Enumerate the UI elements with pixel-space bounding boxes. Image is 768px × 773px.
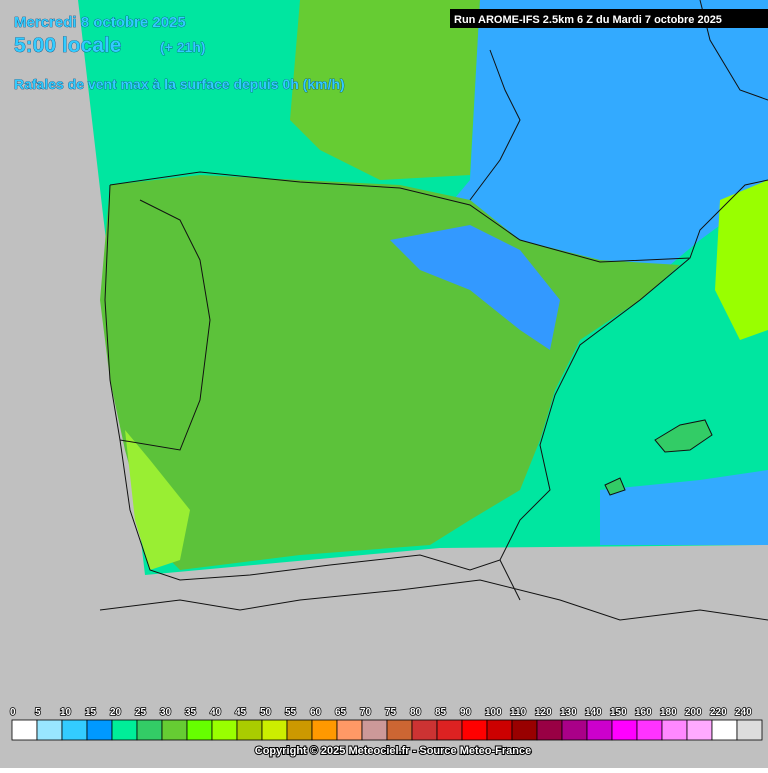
legend-label: 15 (85, 707, 97, 718)
legend: 0 5 10 15 20 25 30 35 40 45 50 55 60 65 70 75 80 85 90 100 1… (9, 706, 763, 741)
legend-label: 55 (285, 707, 297, 718)
legend-swatch (461, 719, 488, 741)
wind-area (600, 470, 768, 545)
legend-label: 200 (685, 707, 702, 718)
legend-label: 80 (410, 707, 422, 718)
run-info: Run AROME-IFS 2.5km 6 Z du Mardi 7 octob… (454, 14, 722, 26)
legend-swatch (686, 719, 713, 741)
legend-swatch (36, 719, 63, 741)
legend-swatch (386, 719, 413, 741)
time: 5:00 locale (14, 34, 121, 57)
legend-label: 180 (660, 707, 677, 718)
wind-area (390, 225, 560, 350)
legend-swatch (236, 719, 263, 741)
legend-swatch (711, 719, 738, 741)
legend-swatch (736, 719, 763, 741)
border-line (99, 0, 768, 621)
legend-label: 70 (360, 707, 372, 718)
copyright: Copyright © 2025 Meteociel.fr - Source M… (255, 745, 531, 757)
legend-swatch (311, 719, 338, 741)
legend-swatch (611, 719, 638, 741)
legend-swatch (661, 719, 688, 741)
subtitle: Rafales de vent max à la surface depuis … (14, 76, 345, 92)
legend-label: 60 (310, 707, 322, 718)
legend-label: 25 (135, 707, 147, 718)
legend-label: 110 (510, 707, 527, 718)
legend-label: 90 (460, 707, 472, 718)
legend-swatch (336, 719, 363, 741)
legend-label: 35 (185, 707, 197, 718)
legend-label: 120 (535, 707, 552, 718)
legend-swatch (61, 719, 88, 741)
coastline (104, 171, 768, 581)
legend-swatch (586, 719, 613, 741)
island (654, 419, 713, 453)
legend-swatch (286, 719, 313, 741)
legend-label: 220 (710, 707, 727, 718)
legend-label: 140 (585, 707, 602, 718)
legend-label: 5 (35, 707, 41, 718)
offset: (+ 21h) (160, 39, 206, 55)
legend-label: 20 (110, 707, 122, 718)
legend-swatch (161, 719, 188, 741)
legend-swatch (211, 719, 238, 741)
legend-swatch (186, 719, 213, 741)
legend-label: 240 (735, 707, 752, 718)
legend-label: 0 (10, 707, 16, 718)
legend-swatch (361, 719, 388, 741)
legend-swatch (136, 719, 163, 741)
legend-label: 75 (385, 707, 397, 718)
legend-swatch (436, 719, 463, 741)
legend-label: 100 (485, 707, 502, 718)
legend-label: 40 (210, 707, 222, 718)
legend-swatch (11, 719, 38, 741)
legend-label: 160 (635, 707, 652, 718)
legend-label: 10 (60, 707, 72, 718)
legend-label: 30 (160, 707, 172, 718)
legend-swatch (536, 719, 563, 741)
legend-label: 45 (235, 707, 247, 718)
legend-swatch (486, 719, 513, 741)
legend-label: 150 (610, 707, 627, 718)
legend-swatch (511, 719, 538, 741)
legend-swatch (261, 719, 288, 741)
island (604, 477, 626, 496)
legend-swatch (86, 719, 113, 741)
run-box (450, 9, 768, 28)
legend-label: 130 (560, 707, 577, 718)
date: Mercredi 8 octobre 2025 (14, 14, 186, 31)
wind-area (290, 0, 480, 180)
legend-label: 85 (435, 707, 447, 718)
legend-swatch (561, 719, 588, 741)
legend-label: 65 (335, 707, 347, 718)
wind-area (715, 180, 768, 340)
wind-area (125, 430, 190, 570)
legend-swatch (111, 719, 138, 741)
legend-label: 50 (260, 707, 272, 718)
legend-swatch (636, 719, 663, 741)
legend-swatch (411, 719, 438, 741)
